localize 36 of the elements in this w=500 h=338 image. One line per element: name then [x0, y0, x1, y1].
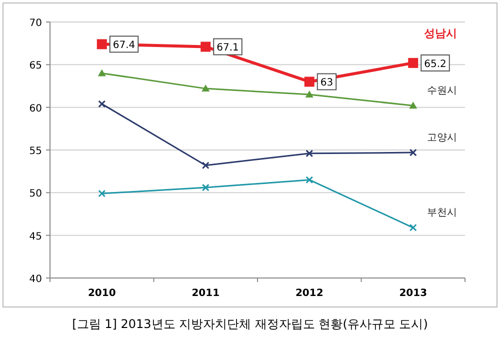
- point: [98, 100, 106, 108]
- y-tick-label: 40: [29, 274, 42, 285]
- point: [202, 184, 210, 192]
- point: [98, 69, 106, 76]
- x-tick-label: 2012: [295, 288, 324, 299]
- point: [409, 224, 417, 232]
- y-tick-label: 55: [29, 146, 42, 157]
- point: [98, 190, 106, 198]
- y-tick-label: 50: [29, 188, 42, 200]
- data-label: 63: [320, 78, 334, 89]
- data-label: 67.4: [112, 40, 136, 52]
- data-label: 65.2: [424, 58, 446, 70]
- series-label: 고양시: [427, 132, 457, 144]
- point: [306, 176, 314, 184]
- point: [305, 90, 314, 98]
- data-label: 67.1: [216, 42, 239, 54]
- series-label: 수원시: [427, 86, 457, 97]
- y-tick-label: 70: [29, 18, 42, 29]
- text: [그림 1] 2013년도 지방자치단체 재정자립도 현황(유사규모 도시): [72, 317, 428, 331]
- point: [306, 150, 314, 158]
- x-tick-label: 2011: [192, 288, 220, 299]
- point: [202, 84, 210, 92]
- point: [409, 102, 418, 109]
- point: [96, 39, 107, 50]
- y-tick-label: 60: [29, 103, 42, 114]
- x-tick-label: 2013: [399, 288, 428, 299]
- point: [202, 162, 210, 170]
- y-tick-label: 65: [29, 60, 42, 72]
- series-label: 성남시: [424, 26, 457, 40]
- y-tick-label: 45: [29, 231, 42, 242]
- point: [200, 42, 211, 52]
- point: [409, 148, 417, 156]
- x-tick-label: 2010: [88, 288, 116, 299]
- point: [408, 58, 418, 68]
- series-label: 부천시: [427, 208, 457, 219]
- point: [304, 76, 314, 87]
